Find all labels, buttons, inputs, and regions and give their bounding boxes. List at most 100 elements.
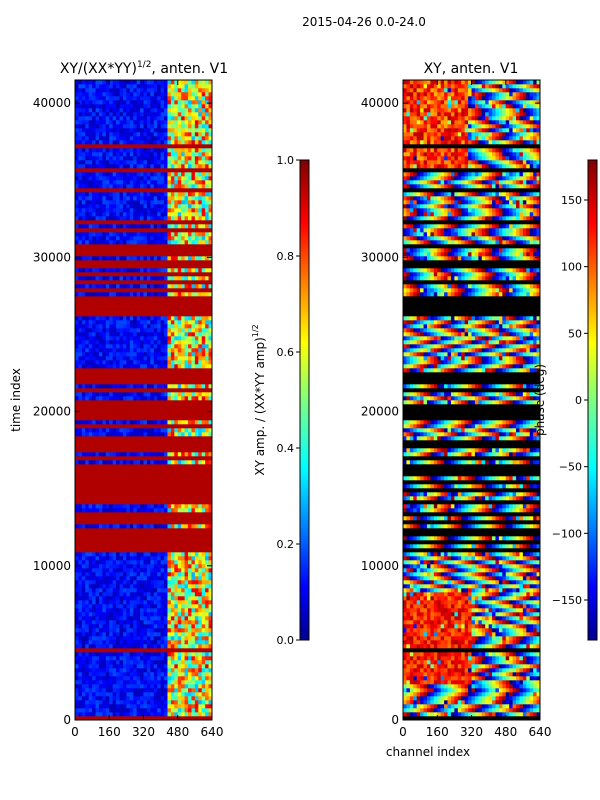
heatmap-cell — [188, 112, 192, 117]
heatmap-cell — [78, 256, 83, 261]
heatmap-cell — [75, 364, 79, 369]
heatmap-cell — [164, 316, 168, 321]
heatmap-cell — [194, 396, 199, 401]
heatmap-cell — [78, 604, 83, 609]
heatmap-cell — [109, 656, 113, 661]
heatmap-cell — [194, 688, 199, 693]
heatmap-cell — [170, 200, 175, 205]
heatmap-cell — [164, 688, 168, 693]
heatmap-cell — [198, 120, 203, 125]
heatmap-cell — [140, 332, 144, 337]
heatmap-cell — [105, 680, 110, 685]
heatmap-cell — [177, 128, 182, 133]
heatmap-cell — [112, 116, 117, 121]
heatmap-cell — [95, 604, 100, 609]
heatmap-cell — [403, 708, 407, 713]
heatmap-cell — [198, 148, 203, 153]
heatmap-cell — [126, 420, 131, 425]
heatmap-cell — [129, 140, 134, 145]
heatmap-cell — [116, 668, 120, 673]
heatmap-cell — [75, 120, 79, 125]
heatmap-cell — [140, 116, 144, 121]
heatmap-cell — [201, 148, 206, 153]
heatmap-cell — [126, 588, 131, 593]
heatmap-cell — [143, 328, 148, 333]
heatmap-cell — [181, 392, 185, 397]
heatmap-cell — [95, 268, 100, 273]
heatmap-cell — [208, 636, 212, 641]
heatmap-cell — [433, 688, 438, 693]
heatmap-cell — [164, 384, 168, 389]
heatmap-cell — [88, 164, 93, 169]
heatmap-cell — [133, 360, 137, 365]
heatmap-cell — [406, 656, 411, 661]
heatmap-cell — [109, 84, 113, 89]
heatmap-cell — [85, 232, 89, 237]
heatmap-cell — [85, 684, 89, 689]
heatmap-cell — [468, 660, 472, 665]
heatmap-cell — [174, 176, 179, 181]
heatmap-cell — [437, 652, 441, 657]
heatmap-cell — [160, 568, 165, 573]
heatmap-cell — [133, 676, 137, 681]
heatmap-cell — [167, 676, 172, 681]
heatmap-cell — [75, 196, 79, 201]
heatmap-cell — [444, 704, 448, 709]
heatmap-cell — [133, 332, 137, 337]
heatmap-cell — [201, 100, 206, 105]
heatmap-cell — [191, 232, 196, 237]
heatmap-cell — [81, 128, 86, 133]
heatmap-cell — [95, 576, 100, 581]
heatmap-cell — [81, 256, 86, 261]
flagged-row — [75, 500, 212, 505]
heatmap-cell — [109, 524, 113, 529]
heatmap-cell — [516, 684, 520, 689]
heatmap-cell — [509, 700, 513, 705]
heatmap-cell — [188, 116, 192, 121]
heatmap-cell — [174, 224, 179, 229]
heatmap-cell — [454, 708, 459, 713]
heatmap-cell — [88, 136, 93, 141]
heatmap-cell — [177, 276, 182, 281]
heatmap-cell — [406, 684, 411, 689]
heatmap-cell — [75, 320, 79, 325]
heatmap-cell — [112, 592, 117, 597]
heatmap-cell — [181, 148, 185, 153]
heatmap-cell — [88, 600, 93, 605]
heatmap-cell — [133, 200, 137, 205]
heatmap-cell — [188, 136, 192, 141]
heatmap-cell — [75, 668, 79, 673]
heatmap-cell — [201, 172, 206, 177]
heatmap-cell — [191, 96, 196, 101]
heatmap-cell — [95, 224, 100, 229]
heatmap-cell — [95, 96, 100, 101]
heatmap-cell — [198, 568, 203, 573]
heatmap-cell — [112, 680, 117, 685]
heatmap-cell — [98, 628, 103, 633]
heatmap-cell — [184, 628, 189, 633]
heatmap-cell — [119, 580, 124, 585]
heatmap-cell — [81, 232, 86, 237]
heatmap-cell — [98, 708, 103, 713]
heatmap-cell — [481, 684, 486, 689]
heatmap-cell — [88, 588, 93, 593]
heatmap-cell — [194, 88, 199, 93]
heatmap-cell — [208, 136, 212, 141]
heatmap-cell — [170, 192, 175, 197]
heatmap-cell — [133, 364, 137, 369]
heatmap-cell — [109, 216, 113, 221]
heatmap-cell — [488, 692, 493, 697]
heatmap-cell — [140, 700, 144, 705]
heatmap-cell — [433, 704, 438, 709]
heatmap-cell — [75, 596, 79, 601]
heatmap-cell — [119, 316, 124, 321]
heatmap-cell — [95, 116, 100, 121]
heatmap-cell — [105, 236, 110, 241]
heatmap-cell — [140, 596, 144, 601]
heatmap-cell — [478, 664, 483, 669]
heatmap-cell — [205, 636, 209, 641]
heatmap-cell — [164, 608, 168, 613]
heatmap-cell — [95, 432, 100, 437]
heatmap-cell — [126, 356, 131, 361]
heatmap-cell — [81, 596, 86, 601]
